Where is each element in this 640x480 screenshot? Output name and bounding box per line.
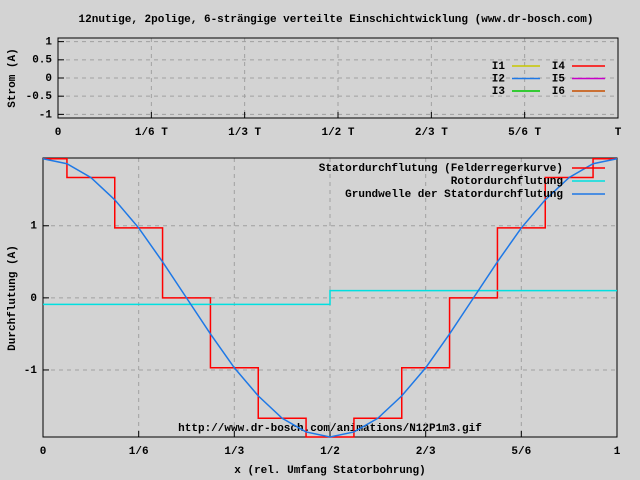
x-tick-label: 2/3 T <box>415 127 448 139</box>
x-tick-label: 1/2 <box>320 446 340 458</box>
x-tick-label: 2/3 <box>416 446 436 458</box>
y-tick-label: -1 <box>39 109 53 121</box>
x-axis-label: x (rel. Umfang Statorbohrung) <box>234 465 425 477</box>
y-tick-label: 1 <box>45 37 52 49</box>
x-tick-label: 1 <box>614 446 621 458</box>
plot-frame <box>57 37 619 119</box>
legend-label: I2 <box>492 73 505 85</box>
x-tick-label: 0 <box>55 127 62 139</box>
x-tick-label: 1/3 T <box>228 127 261 139</box>
annotation: http://www.dr-bosch.com/animations/N12P1… <box>178 423 482 435</box>
x-tick-label: T <box>615 127 622 139</box>
x-tick-label: 0 <box>40 446 47 458</box>
legend-label: I3 <box>492 86 506 98</box>
y-tick-label: 0 <box>30 293 37 305</box>
legend-label: Statordurchflutung (Felderregerkurve) <box>319 163 563 175</box>
legend-label: I6 <box>552 86 565 98</box>
chart-title: 12nutige, 2polige, 6-strängige verteilte… <box>79 14 594 26</box>
x-tick-label: 1/3 <box>224 446 244 458</box>
x-tick-label: 5/6 <box>511 446 531 458</box>
legend-label: Rotordurchflutung <box>451 176 563 188</box>
y-axis-label: Durchflutung (A) <box>7 245 19 351</box>
y-tick-label: 1 <box>30 221 37 233</box>
legend-label: I1 <box>492 61 506 73</box>
y-tick-label: 0.5 <box>32 55 52 67</box>
x-tick-label: 1/6 T <box>135 127 168 139</box>
x-tick-label: 1/2 T <box>321 127 354 139</box>
series-line <box>42 157 618 438</box>
legend-label: I5 <box>552 73 566 85</box>
series-line <box>43 289 617 306</box>
y-tick-label: -0.5 <box>26 91 53 103</box>
legend-label: I4 <box>552 61 566 73</box>
y-tick-label: -1 <box>24 365 38 377</box>
legend-label: Grundwelle der Statordurchflutung <box>345 189 563 201</box>
x-tick-label: 5/6 T <box>508 127 541 139</box>
x-tick-label: 1/6 <box>129 446 149 458</box>
y-axis-label: Strom (A) <box>7 48 19 107</box>
y-tick-label: 0 <box>45 73 52 85</box>
